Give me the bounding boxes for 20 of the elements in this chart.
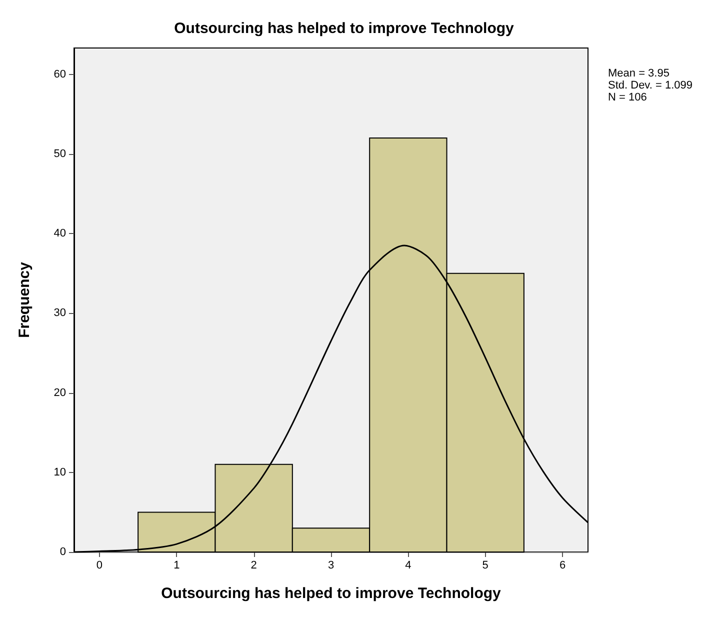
chart-title: Outsourcing has helped to improve Technology bbox=[174, 20, 515, 37]
y-tick-label: 0 bbox=[60, 546, 66, 558]
x-tick-label: 5 bbox=[482, 560, 488, 572]
text: N = 106 bbox=[608, 92, 647, 104]
text: Std. Dev. = 1.099 bbox=[608, 80, 692, 92]
x-tick-label: 2 bbox=[250, 560, 257, 572]
y-tick-label: 10 bbox=[54, 466, 66, 478]
x-tick-label: 3 bbox=[328, 560, 334, 572]
y-axis-title: Frequency bbox=[16, 261, 33, 338]
y-tick-label: 30 bbox=[54, 307, 66, 320]
x-tick-label: 4 bbox=[405, 560, 412, 572]
x-axis-title: Outsourcing has helped to improve Technology bbox=[161, 585, 502, 602]
x-tick-label: 0 bbox=[96, 560, 103, 572]
x-tick-label: 1 bbox=[174, 560, 180, 572]
y-tick-label: 50 bbox=[54, 148, 66, 160]
y-tick-label: 40 bbox=[54, 228, 66, 240]
y-tick-label: 60 bbox=[54, 68, 66, 80]
x-tick-label: 6 bbox=[559, 560, 566, 572]
y-tick-label: 20 bbox=[54, 386, 66, 399]
text: Mean = 3.95 bbox=[608, 68, 670, 80]
